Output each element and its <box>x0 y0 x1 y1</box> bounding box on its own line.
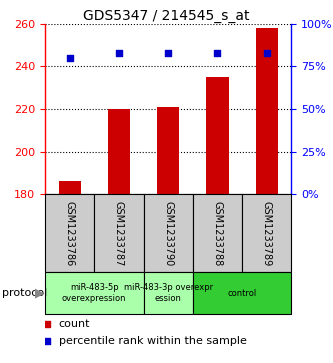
Bar <box>45 272 144 314</box>
Bar <box>242 194 291 272</box>
Text: miR-483-5p
overexpression: miR-483-5p overexpression <box>62 284 127 303</box>
Point <box>45 338 50 344</box>
Bar <box>144 194 193 272</box>
Text: percentile rank within the sample: percentile rank within the sample <box>59 336 246 346</box>
Text: control: control <box>227 289 257 298</box>
Point <box>264 50 269 56</box>
Bar <box>157 107 179 194</box>
Bar <box>193 194 242 272</box>
Bar <box>59 182 81 194</box>
Text: protocol: protocol <box>2 288 47 298</box>
Point <box>166 50 171 56</box>
Text: ▶: ▶ <box>35 287 45 299</box>
Bar <box>206 77 228 194</box>
Point <box>116 50 122 56</box>
Text: GSM1233790: GSM1233790 <box>163 201 173 266</box>
Bar <box>108 109 130 194</box>
Text: GSM1233789: GSM1233789 <box>262 201 272 266</box>
Text: GDS5347 / 214545_s_at: GDS5347 / 214545_s_at <box>83 9 250 23</box>
Bar <box>193 272 291 314</box>
Point <box>215 50 220 56</box>
Bar <box>94 194 144 272</box>
Bar <box>45 194 94 272</box>
Text: miR-483-3p overexpr
ession: miR-483-3p overexpr ession <box>124 284 213 303</box>
Text: GSM1233788: GSM1233788 <box>212 201 222 266</box>
Point <box>45 321 50 327</box>
Bar <box>144 272 193 314</box>
Point <box>67 55 72 61</box>
Text: GSM1233787: GSM1233787 <box>114 200 124 266</box>
Bar <box>256 28 278 194</box>
Text: GSM1233786: GSM1233786 <box>65 201 75 266</box>
Text: count: count <box>59 319 90 329</box>
